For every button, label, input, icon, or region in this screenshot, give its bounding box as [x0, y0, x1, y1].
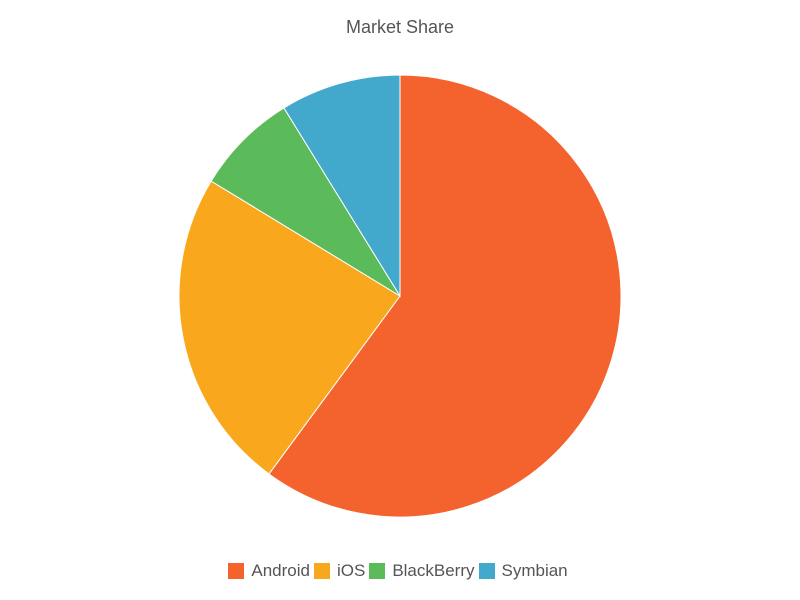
- legend-label: BlackBerry: [392, 561, 475, 580]
- legend-item-symbian[interactable]: Symbian: [478, 561, 572, 581]
- chart-title: Market Share: [345, 17, 455, 37]
- legend-label: Symbian: [501, 561, 568, 580]
- legend-swatch: [478, 563, 495, 579]
- legend-swatch: [228, 563, 245, 579]
- legend-swatch: [313, 563, 330, 579]
- legend-label: iOS: [336, 561, 366, 580]
- chart-legend: Android iOS BlackBerry Symbian: [0, 560, 800, 582]
- pie-slice-android[interactable]: [268, 74, 622, 518]
- pie-slice-blackberry[interactable]: [210, 107, 401, 297]
- legend-item-android[interactable]: Android: [228, 561, 314, 581]
- pie-slice-ios[interactable]: [178, 180, 401, 475]
- pie-slice-symbian[interactable]: [283, 74, 401, 298]
- legend-label: Android: [251, 561, 310, 580]
- legend-item-ios[interactable]: iOS: [313, 561, 369, 581]
- legend-swatch: [369, 563, 386, 579]
- legend-item-blackberry[interactable]: BlackBerry: [369, 561, 478, 581]
